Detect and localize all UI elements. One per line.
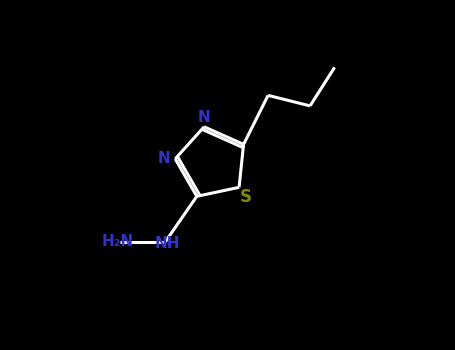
Text: N: N [157,151,170,166]
Text: N: N [198,110,211,125]
Text: S: S [239,188,251,206]
Text: H₂N: H₂N [102,234,134,249]
Text: NH: NH [154,236,180,251]
